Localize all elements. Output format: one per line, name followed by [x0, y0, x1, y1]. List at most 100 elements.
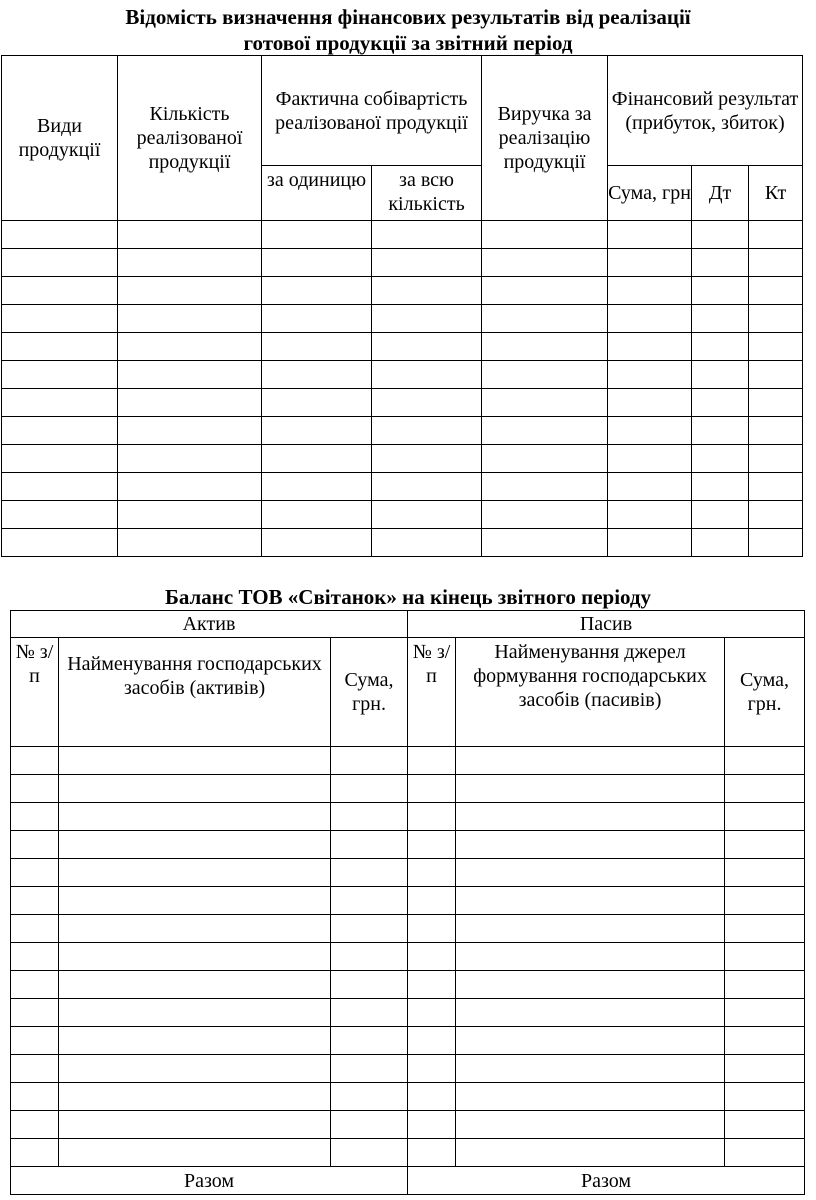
empty-cell[interactable]: [329, 942, 409, 971]
empty-cell[interactable]: [58, 886, 331, 915]
empty-cell[interactable]: [691, 472, 750, 501]
empty-cell[interactable]: [261, 248, 372, 277]
empty-cell[interactable]: [724, 970, 806, 999]
empty-cell[interactable]: [329, 998, 409, 1027]
empty-cell[interactable]: [748, 528, 804, 557]
empty-cell[interactable]: [58, 998, 331, 1027]
empty-cell[interactable]: [691, 276, 750, 305]
empty-cell[interactable]: [407, 970, 457, 999]
empty-cell[interactable]: [329, 914, 409, 943]
empty-cell[interactable]: [691, 248, 750, 277]
empty-cell[interactable]: [117, 220, 262, 249]
empty-cell[interactable]: [607, 416, 693, 445]
empty-cell[interactable]: [407, 1054, 457, 1083]
empty-cell[interactable]: [407, 802, 457, 831]
empty-cell[interactable]: [370, 472, 483, 501]
empty-cell[interactable]: [748, 444, 804, 473]
empty-cell[interactable]: [481, 528, 609, 557]
empty-cell[interactable]: [724, 1054, 806, 1083]
empty-cell[interactable]: [370, 248, 483, 277]
empty-cell[interactable]: [481, 248, 609, 277]
empty-cell[interactable]: [10, 830, 59, 859]
empty-cell[interactable]: [455, 942, 726, 971]
empty-cell[interactable]: [691, 388, 750, 417]
empty-cell[interactable]: [724, 1110, 806, 1139]
empty-cell[interactable]: [10, 1138, 59, 1167]
empty-cell[interactable]: [10, 1054, 59, 1083]
empty-cell[interactable]: [370, 388, 483, 417]
empty-cell[interactable]: [407, 858, 457, 887]
empty-cell[interactable]: [455, 802, 726, 831]
empty-cell[interactable]: [691, 304, 750, 333]
empty-cell[interactable]: [455, 774, 726, 803]
empty-cell[interactable]: [117, 360, 262, 389]
empty-cell[interactable]: [1, 528, 118, 557]
empty-cell[interactable]: [607, 332, 693, 361]
empty-cell[interactable]: [481, 276, 609, 305]
empty-cell[interactable]: [58, 858, 331, 887]
empty-cell[interactable]: [455, 914, 726, 943]
empty-cell[interactable]: [691, 360, 750, 389]
empty-cell[interactable]: [607, 304, 693, 333]
empty-cell[interactable]: [10, 914, 59, 943]
empty-cell[interactable]: [455, 830, 726, 859]
empty-cell[interactable]: [58, 1082, 331, 1111]
empty-cell[interactable]: [117, 444, 262, 473]
empty-cell[interactable]: [117, 332, 262, 361]
empty-cell[interactable]: [1, 220, 118, 249]
empty-cell[interactable]: [1, 276, 118, 305]
empty-cell[interactable]: [724, 886, 806, 915]
empty-cell[interactable]: [10, 970, 59, 999]
empty-cell[interactable]: [407, 774, 457, 803]
empty-cell[interactable]: [691, 416, 750, 445]
empty-cell[interactable]: [117, 500, 262, 529]
empty-cell[interactable]: [407, 1082, 457, 1111]
empty-cell[interactable]: [117, 472, 262, 501]
empty-cell[interactable]: [1, 500, 118, 529]
empty-cell[interactable]: [58, 830, 331, 859]
empty-cell[interactable]: [370, 416, 483, 445]
empty-cell[interactable]: [748, 332, 804, 361]
empty-cell[interactable]: [691, 500, 750, 529]
empty-cell[interactable]: [724, 802, 806, 831]
empty-cell[interactable]: [407, 746, 457, 775]
empty-cell[interactable]: [58, 914, 331, 943]
empty-cell[interactable]: [748, 220, 804, 249]
empty-cell[interactable]: [455, 858, 726, 887]
empty-cell[interactable]: [1, 360, 118, 389]
empty-cell[interactable]: [261, 444, 372, 473]
empty-cell[interactable]: [407, 1110, 457, 1139]
empty-cell[interactable]: [370, 220, 483, 249]
empty-cell[interactable]: [58, 1026, 331, 1055]
empty-cell[interactable]: [1, 416, 118, 445]
empty-cell[interactable]: [10, 1082, 59, 1111]
empty-cell[interactable]: [481, 332, 609, 361]
empty-cell[interactable]: [10, 998, 59, 1027]
empty-cell[interactable]: [481, 220, 609, 249]
empty-cell[interactable]: [261, 276, 372, 305]
empty-cell[interactable]: [481, 304, 609, 333]
empty-cell[interactable]: [407, 1138, 457, 1167]
empty-cell[interactable]: [607, 388, 693, 417]
empty-cell[interactable]: [261, 500, 372, 529]
empty-cell[interactable]: [1, 248, 118, 277]
empty-cell[interactable]: [261, 360, 372, 389]
empty-cell[interactable]: [481, 388, 609, 417]
empty-cell[interactable]: [455, 886, 726, 915]
empty-cell[interactable]: [1, 388, 118, 417]
empty-cell[interactable]: [10, 1026, 59, 1055]
empty-cell[interactable]: [329, 970, 409, 999]
empty-cell[interactable]: [370, 304, 483, 333]
empty-cell[interactable]: [10, 942, 59, 971]
empty-cell[interactable]: [481, 360, 609, 389]
empty-cell[interactable]: [370, 528, 483, 557]
empty-cell[interactable]: [1, 444, 118, 473]
empty-cell[interactable]: [370, 276, 483, 305]
empty-cell[interactable]: [724, 1026, 806, 1055]
empty-cell[interactable]: [691, 528, 750, 557]
empty-cell[interactable]: [58, 1054, 331, 1083]
empty-cell[interactable]: [58, 970, 331, 999]
empty-cell[interactable]: [1, 332, 118, 361]
empty-cell[interactable]: [455, 746, 726, 775]
empty-cell[interactable]: [329, 1110, 409, 1139]
